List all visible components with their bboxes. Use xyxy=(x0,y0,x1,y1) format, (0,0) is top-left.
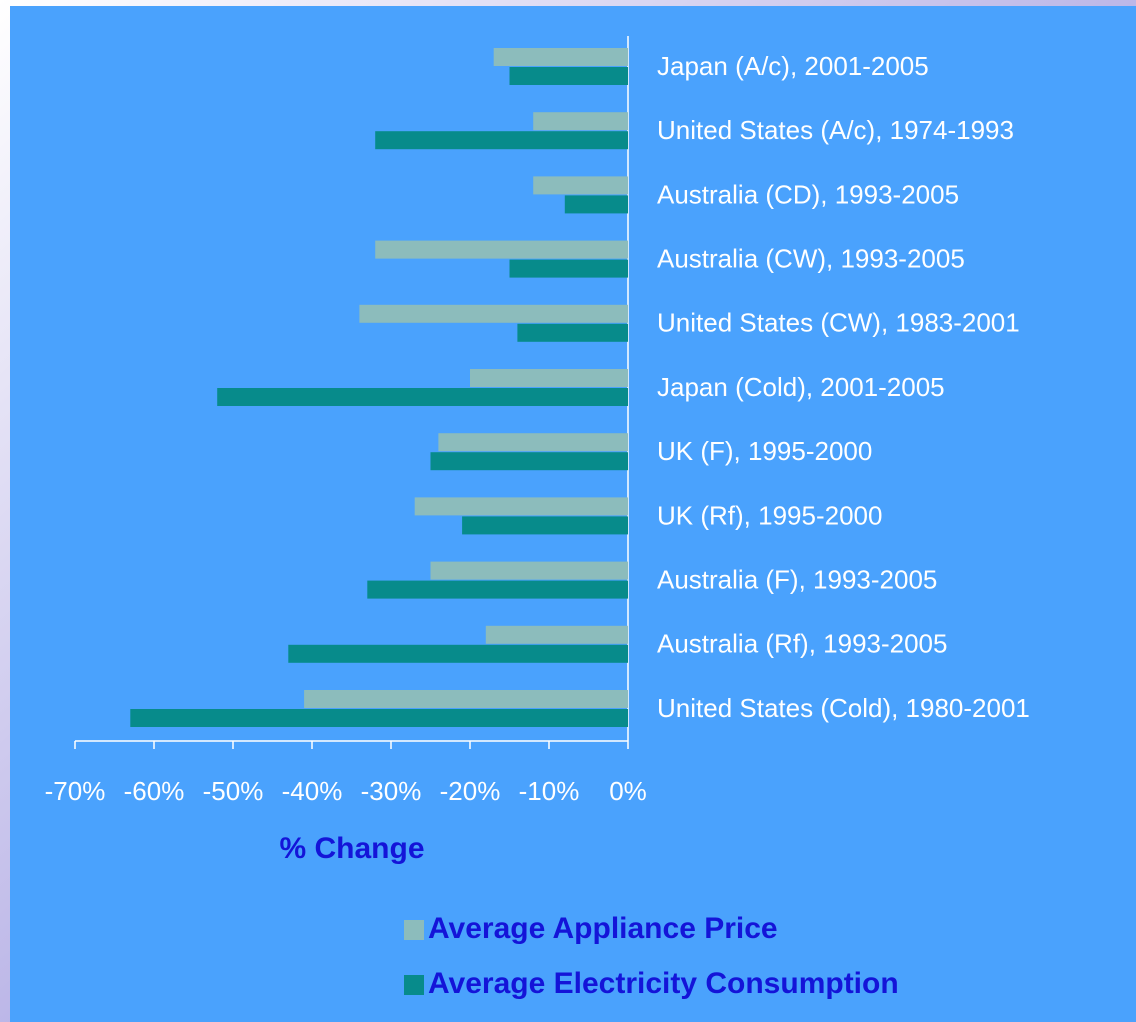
bar xyxy=(564,195,628,214)
bar xyxy=(533,176,628,195)
bar xyxy=(485,625,628,644)
x-tick-label: -30% xyxy=(361,776,422,806)
bar xyxy=(375,240,628,259)
bar xyxy=(493,48,628,66)
bar xyxy=(217,388,628,406)
bar xyxy=(414,497,628,516)
category-label: UK (Rf), 1995-2000 xyxy=(657,500,882,530)
category-label: Australia (Rf), 1993-2005 xyxy=(657,629,947,659)
category-label: United States (CW), 1983-2001 xyxy=(657,308,1020,338)
category-label: Australia (CW), 1993-2005 xyxy=(657,243,965,273)
category-label: UK (F), 1995-2000 xyxy=(657,436,872,466)
category-label: Australia (F), 1993-2005 xyxy=(657,564,937,594)
legend-label: Average Electricity Consumption xyxy=(428,967,899,1000)
bar xyxy=(288,644,628,663)
x-tick-label: -70% xyxy=(45,776,106,806)
category-label: Japan (Cold), 2001-2005 xyxy=(657,372,945,402)
bar xyxy=(430,452,628,471)
bar xyxy=(430,561,628,580)
x-axis-title: % Change xyxy=(279,832,424,865)
bar xyxy=(359,304,628,323)
category-label: Japan (A/c), 2001-2005 xyxy=(657,51,929,81)
bar xyxy=(533,112,628,131)
legend-swatch xyxy=(404,975,424,995)
x-tick-label: -50% xyxy=(203,776,264,806)
category-label: Australia (CD), 1993-2005 xyxy=(657,179,959,209)
bar xyxy=(509,259,628,278)
bar xyxy=(130,709,629,727)
bar xyxy=(375,131,628,150)
bar xyxy=(509,67,628,85)
bar xyxy=(470,369,628,387)
category-label: United States (Cold), 1980-2001 xyxy=(657,693,1030,723)
legend-label: Average Appliance Price xyxy=(428,912,778,945)
bar xyxy=(304,690,628,708)
x-tick-label: -10% xyxy=(519,776,580,806)
x-tick-label: -20% xyxy=(440,776,501,806)
bar xyxy=(462,516,628,535)
category-label: United States (A/c), 1974-1993 xyxy=(657,115,1014,145)
bar xyxy=(438,433,628,452)
bar xyxy=(367,580,628,599)
bar xyxy=(517,323,628,342)
legend-swatch xyxy=(404,920,424,940)
x-tick-label: 0% xyxy=(609,776,647,806)
x-tick-label: -60% xyxy=(124,776,185,806)
x-tick-label: -40% xyxy=(282,776,343,806)
